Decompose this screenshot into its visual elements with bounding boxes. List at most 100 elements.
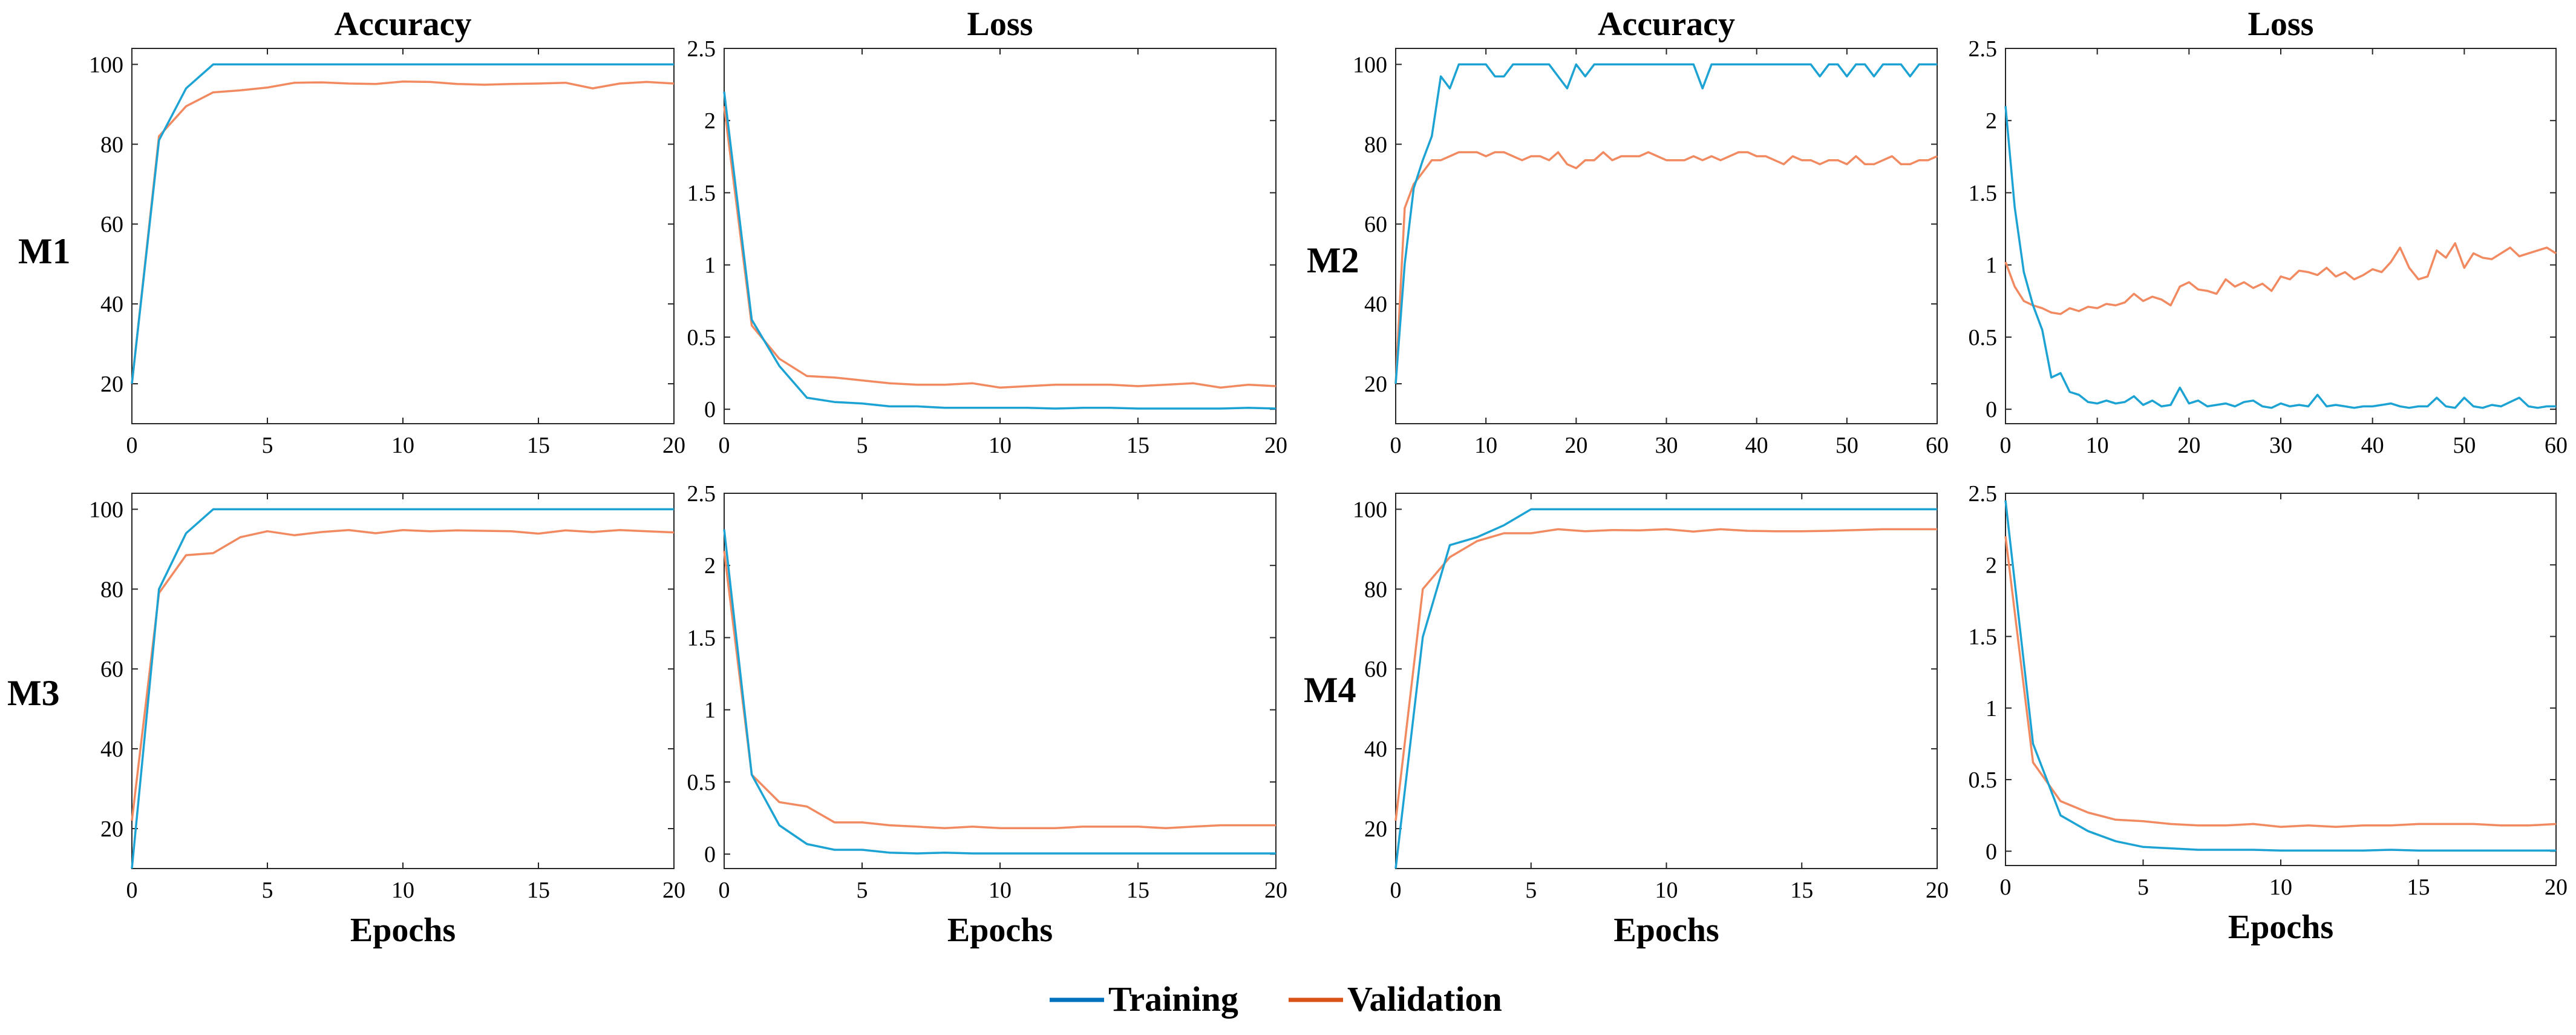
m3-loss-xlabel: Epochs [947, 912, 1053, 949]
m1-loss-xtick-label: 10 [989, 433, 1012, 458]
m3-loss-xtick-label: 0 [719, 878, 730, 903]
m2-accuracy-xtick-label: 30 [1655, 433, 1678, 458]
m2-loss-ytick-label: 0.5 [1969, 325, 1998, 350]
m3-loss-xtick-label: 20 [1264, 878, 1287, 903]
m3-accuracy-ytick-label: 60 [100, 657, 123, 682]
m2-loss-title: Loss [2248, 5, 2314, 43]
m1-accuracy-ytick-label: 100 [89, 52, 123, 77]
m3-loss-ytick-label: 2 [704, 553, 716, 579]
m1-accuracy-title: Accuracy [334, 5, 471, 43]
m3-accuracy-xtick-label: 5 [262, 878, 273, 903]
m2-loss-panel: 0 10 20 30 40 50 60 0 0.5 1 1.5 2 2.5 Loss [1969, 5, 2568, 458]
m4-accuracy-xtick-label: 10 [1655, 878, 1678, 903]
m4-loss-xtick-label: 10 [2269, 875, 2292, 900]
m2-accuracy-xtick-label: 20 [1564, 433, 1587, 458]
m4-accuracy-series-training [1394, 508, 1937, 869]
legend-label-training: Training [1108, 979, 1238, 1019]
m4-accuracy-ytick-label: 60 [1364, 657, 1387, 682]
row-label-m1: M1 [18, 231, 71, 271]
m4-loss-ytick-label: 1 [1986, 696, 1997, 721]
m3-loss-xtick-label: 5 [857, 878, 868, 903]
m1-accuracy-xtick-label: 15 [527, 433, 550, 458]
m3-accuracy-xtick-label: 10 [391, 878, 414, 903]
m4-accuracy-xtick-label: 5 [1525, 878, 1537, 903]
m1-loss-series-training [723, 91, 1277, 410]
m2-accuracy-title: Accuracy [1598, 5, 1735, 43]
m2-accuracy-panel: 0 10 20 30 40 50 60 20 40 60 80 100 Accuracy [1353, 5, 1949, 458]
m4-loss-ytick-label: 2 [1986, 553, 1997, 578]
m4-loss-xtick-label: 20 [2545, 875, 2568, 900]
m1-loss-ytick-label: 2 [704, 108, 716, 134]
legend-label-validation: Validation [1347, 979, 1502, 1019]
m4-loss-ytick-label: 0 [1986, 839, 1997, 864]
m3-loss-panel: 0 5 10 15 20 0 0.5 1 1.5 2 2.5 Epochs [687, 481, 1288, 949]
m3-loss-ytick-label: 0.5 [687, 770, 716, 795]
m4-accuracy-ytick-label: 40 [1364, 737, 1387, 762]
m1-accuracy-ytick-label: 20 [100, 372, 123, 397]
m4-loss-ytick-label: 0.5 [1969, 767, 1998, 793]
row-label-m3: M3 [7, 673, 60, 713]
m2-accuracy-xtick-label: 60 [1926, 433, 1949, 458]
m3-loss-ytick-label: 1 [704, 698, 716, 723]
m4-loss-series-training [2004, 500, 2556, 852]
m1-loss-xtick-label: 20 [1264, 433, 1287, 458]
row-label-m4: M4 [1304, 670, 1356, 710]
m1-loss-xtick-label: 15 [1126, 433, 1149, 458]
m3-accuracy-ytick-label: 100 [89, 497, 123, 522]
m1-loss-ytick-label: 2.5 [687, 36, 716, 62]
m3-accuracy-xtick-label: 0 [126, 878, 138, 903]
m4-accuracy-ytick-label: 80 [1364, 577, 1387, 602]
m1-accuracy-xtick-label: 10 [391, 433, 414, 458]
m1-accuracy-panel: 0 5 10 15 20 20 40 60 80 100 Accuracy [89, 5, 685, 458]
m2-loss-ytick-label: 2 [1986, 108, 1997, 134]
m1-accuracy-series-training [131, 63, 674, 384]
m1-loss-ytick-label: 0.5 [687, 325, 716, 350]
m2-accuracy-ytick-label: 40 [1364, 292, 1387, 317]
m4-accuracy-xtick-label: 20 [1926, 878, 1949, 903]
m4-accuracy-ytick-label: 100 [1353, 497, 1387, 522]
m2-accuracy-ytick-label: 20 [1364, 372, 1387, 397]
m3-loss-ytick-label: 1.5 [687, 625, 716, 651]
m1-loss-panel: 0 5 10 15 20 0 0.5 1 1.5 2 2.5 Loss [687, 5, 1288, 458]
m4-loss-xtick-label: 5 [2137, 875, 2149, 900]
m2-loss-series-validation [2004, 242, 2557, 315]
m2-accuracy-xtick-label: 0 [1390, 433, 1402, 458]
m4-accuracy-series-validation [1394, 528, 1937, 821]
m2-loss-series-training [2004, 106, 2556, 409]
m2-loss-xtick-label: 40 [2361, 433, 2384, 458]
m2-accuracy-xtick-label: 50 [1836, 433, 1858, 458]
m4-accuracy-xlabel: Epochs [1613, 912, 1719, 949]
m2-loss-ytick-label: 1.5 [1969, 180, 1998, 206]
m4-loss-xtick-label: 0 [2000, 875, 2012, 900]
m2-accuracy-xtick-label: 10 [1474, 433, 1497, 458]
row-label-m2: M2 [1307, 240, 1359, 280]
m1-loss-xtick-label: 0 [719, 433, 730, 458]
m1-accuracy-xtick-label: 5 [262, 433, 273, 458]
m2-accuracy-ytick-label: 80 [1364, 132, 1387, 157]
m1-loss-ytick-label: 1 [704, 253, 716, 278]
m2-loss-ytick-label: 1 [1986, 253, 1997, 278]
m3-accuracy-series-validation [131, 528, 675, 821]
m1-loss-ytick-label: 1.5 [687, 180, 716, 206]
m3-accuracy-series-training [131, 508, 674, 869]
m1-loss-xtick-label: 5 [857, 433, 868, 458]
m2-loss-xtick-label: 10 [2086, 433, 2109, 458]
m1-accuracy-xtick-label: 0 [126, 433, 138, 458]
m1-accuracy-series-validation [131, 80, 675, 384]
m3-accuracy-ytick-label: 40 [100, 737, 123, 762]
m2-loss-ytick-label: 2.5 [1969, 36, 1998, 62]
m3-accuracy-xtick-label: 20 [662, 878, 685, 903]
m2-accuracy-xtick-label: 40 [1745, 433, 1768, 458]
m3-accuracy-panel: 0 5 10 15 20 20 40 60 80 100 Epochs [89, 493, 685, 949]
m1-loss-series-validation [723, 106, 1277, 389]
m4-loss-xtick-label: 15 [2407, 875, 2430, 900]
m2-accuracy-ytick-label: 60 [1364, 212, 1387, 237]
m3-loss-ytick-label: 0 [704, 842, 716, 867]
m4-accuracy-panel: 0 5 10 15 20 20 40 60 80 100 Epochs [1353, 493, 1949, 949]
m1-accuracy-ytick-label: 60 [100, 212, 123, 237]
m3-accuracy-xtick-label: 15 [527, 878, 550, 903]
m3-accuracy-xlabel: Epochs [350, 912, 456, 949]
m2-loss-xtick-label: 0 [2000, 433, 2012, 458]
